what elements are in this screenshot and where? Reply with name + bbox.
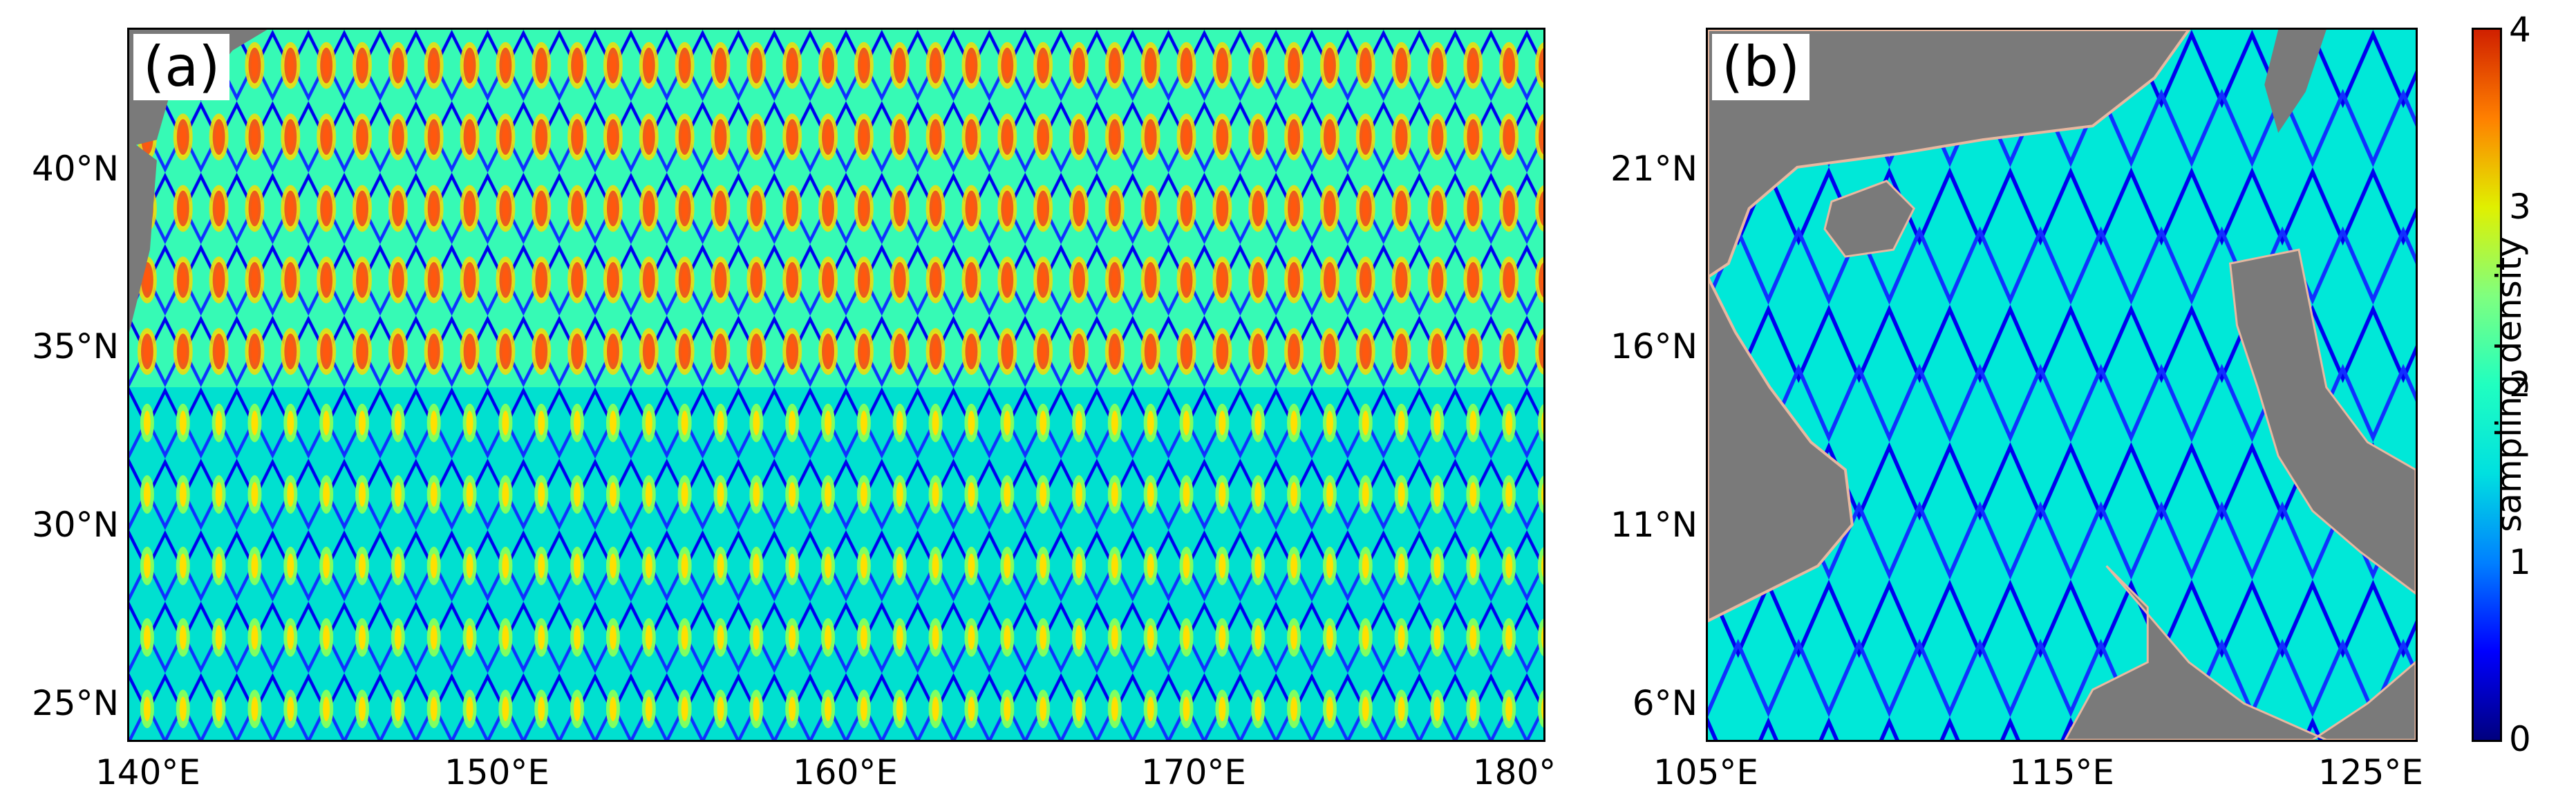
colorbar-tick: 4 bbox=[2509, 10, 2531, 50]
panel-b-xtick: 125°E bbox=[2318, 752, 2424, 792]
colorbar-tick: 1 bbox=[2509, 542, 2531, 582]
panel-a-xtick: 170°E bbox=[1140, 752, 1247, 792]
colorbar-label: sampling density bbox=[2489, 236, 2529, 532]
land-philippines bbox=[2228, 248, 2416, 595]
land-south-china bbox=[1708, 30, 2191, 279]
sampling-density-map-a bbox=[129, 30, 1543, 740]
sampling-density-map-b bbox=[1708, 30, 2416, 740]
panel-a-ytick: 25°N bbox=[31, 683, 119, 723]
map-panel-a: (a) bbox=[127, 28, 1545, 742]
land-borneo bbox=[2064, 565, 2416, 740]
panel-a-ytick: 30°N bbox=[31, 505, 119, 545]
panel-a-xtick: 160°E bbox=[792, 752, 899, 792]
panel-b-xtick: 115°E bbox=[2009, 752, 2115, 792]
panel-b-xtick: 105°E bbox=[1653, 752, 1759, 792]
panel-a-xtick: 140°E bbox=[95, 752, 201, 792]
land-taiwan bbox=[2264, 30, 2326, 133]
colorbar-tick: 2 bbox=[2509, 364, 2531, 404]
panel-b-ytick: 21°N bbox=[1610, 149, 1698, 189]
colorbar-tick: 3 bbox=[2509, 187, 2531, 227]
panel-a-ytick: 35°N bbox=[31, 326, 119, 366]
land-hainan bbox=[1823, 179, 1916, 258]
panel-a-xtick: 150°E bbox=[444, 752, 550, 792]
density-field-a-high bbox=[129, 30, 1543, 387]
map-panel-b: (b) bbox=[1706, 28, 2418, 742]
panel-a-label: (a) bbox=[133, 34, 230, 100]
colorbar-tick: 0 bbox=[2509, 719, 2531, 759]
panel-b-ytick: 11°N bbox=[1610, 505, 1698, 545]
land-japan-south bbox=[129, 140, 157, 333]
panel-b-ytick: 16°N bbox=[1610, 326, 1698, 366]
panel-b-ytick: 6°N bbox=[1632, 683, 1698, 723]
panel-a-ytick: 40°N bbox=[31, 149, 119, 189]
colorbar bbox=[2472, 28, 2502, 742]
panel-a-xtick: 180° bbox=[1472, 752, 1557, 792]
land-indochina bbox=[1708, 277, 1854, 623]
panel-b-label: (b) bbox=[1712, 34, 1810, 100]
